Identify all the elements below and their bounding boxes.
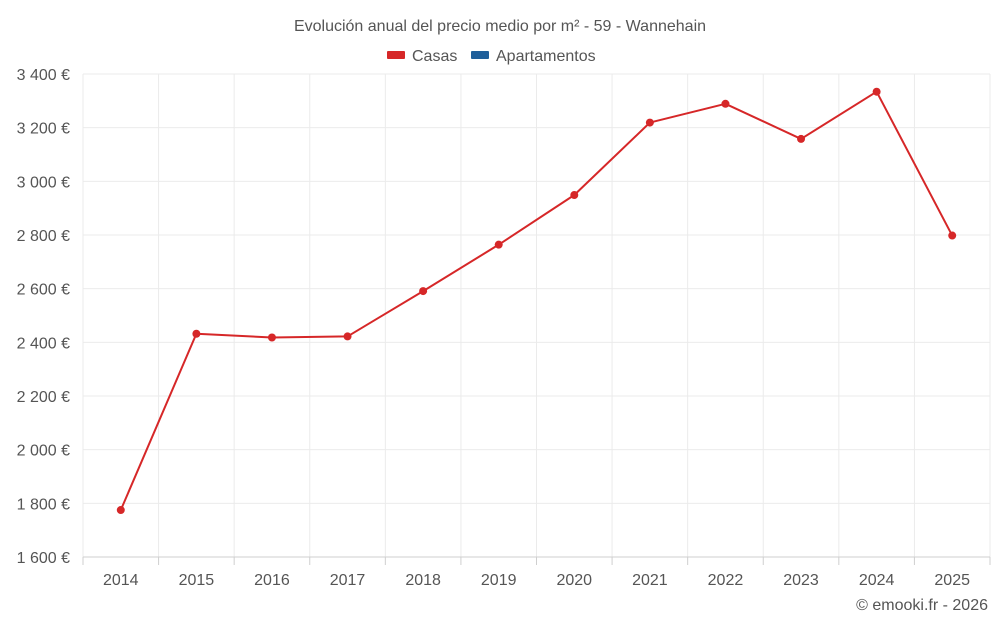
x-tick-label: 2016 [254, 572, 290, 589]
x-tick-label: 2018 [405, 572, 441, 589]
y-tick-label: 3 200 € [17, 121, 70, 138]
legend-item-apartamentos[interactable]: Apartamentos [471, 48, 596, 65]
series-line-casas [119, 90, 954, 511]
legend: Casas Apartamentos [387, 48, 596, 65]
y-tick-label: 2 400 € [17, 335, 70, 352]
credit-text: © emooki.fr - 2026 [856, 597, 988, 614]
x-tick-label: 2015 [179, 572, 215, 589]
y-tick-label: 1 600 € [17, 550, 70, 567]
data-point-2018[interactable] [419, 287, 428, 296]
y-tick-label: 2 000 € [17, 443, 70, 460]
y-tick-label: 3 000 € [17, 174, 70, 191]
x-tick-label: 2025 [934, 572, 970, 589]
y-tick-label: 2 800 € [17, 228, 70, 245]
x-tick-label: 2017 [330, 572, 366, 589]
data-point-2020[interactable] [570, 191, 579, 200]
y-tick-label: 3 400 € [17, 67, 70, 84]
data-point-2015[interactable] [192, 329, 201, 338]
data-point-2016[interactable] [267, 333, 276, 342]
y-tick-label: 1 800 € [17, 496, 70, 513]
data-point-2023[interactable] [797, 134, 806, 143]
legend-label-apartamentos: Apartamentos [496, 48, 596, 65]
x-tick-label: 2022 [708, 572, 744, 589]
x-tick-label: 2023 [783, 572, 819, 589]
y-tick-label: 2 600 € [17, 282, 70, 299]
x-axis-ticks: 2014 2015 2016 2017 2018 2019 2020 2021 2022 2023… [103, 572, 970, 589]
y-axis-ticks: 1 600 € 1 800 € 2 000 € 2 200 € 2 400 € 2 600… [17, 67, 70, 567]
x-tick-label: 2014 [103, 572, 139, 589]
legend-item-casas[interactable]: Casas [387, 48, 457, 65]
data-point-2017[interactable] [343, 332, 352, 341]
data-point-2021[interactable] [645, 118, 654, 127]
data-point-2014[interactable] [116, 506, 125, 515]
x-tick-label: 2021 [632, 572, 668, 589]
data-point-2019[interactable] [494, 240, 503, 249]
data-point-2024[interactable] [872, 87, 881, 96]
x-tick-label: 2024 [859, 572, 895, 589]
chart-title: Evolución anual del precio medio por m² … [294, 18, 706, 35]
x-tick-label: 2020 [556, 572, 592, 589]
legend-label-casas: Casas [412, 48, 457, 65]
legend-swatch-apartamentos [471, 51, 489, 59]
data-point-2025[interactable] [948, 231, 957, 240]
grid [82, 73, 991, 565]
x-tick-label: 2019 [481, 572, 517, 589]
data-point-2022[interactable] [721, 99, 730, 108]
y-tick-label: 2 200 € [17, 389, 70, 406]
series-casas [116, 87, 957, 515]
legend-swatch-casas [387, 51, 405, 59]
